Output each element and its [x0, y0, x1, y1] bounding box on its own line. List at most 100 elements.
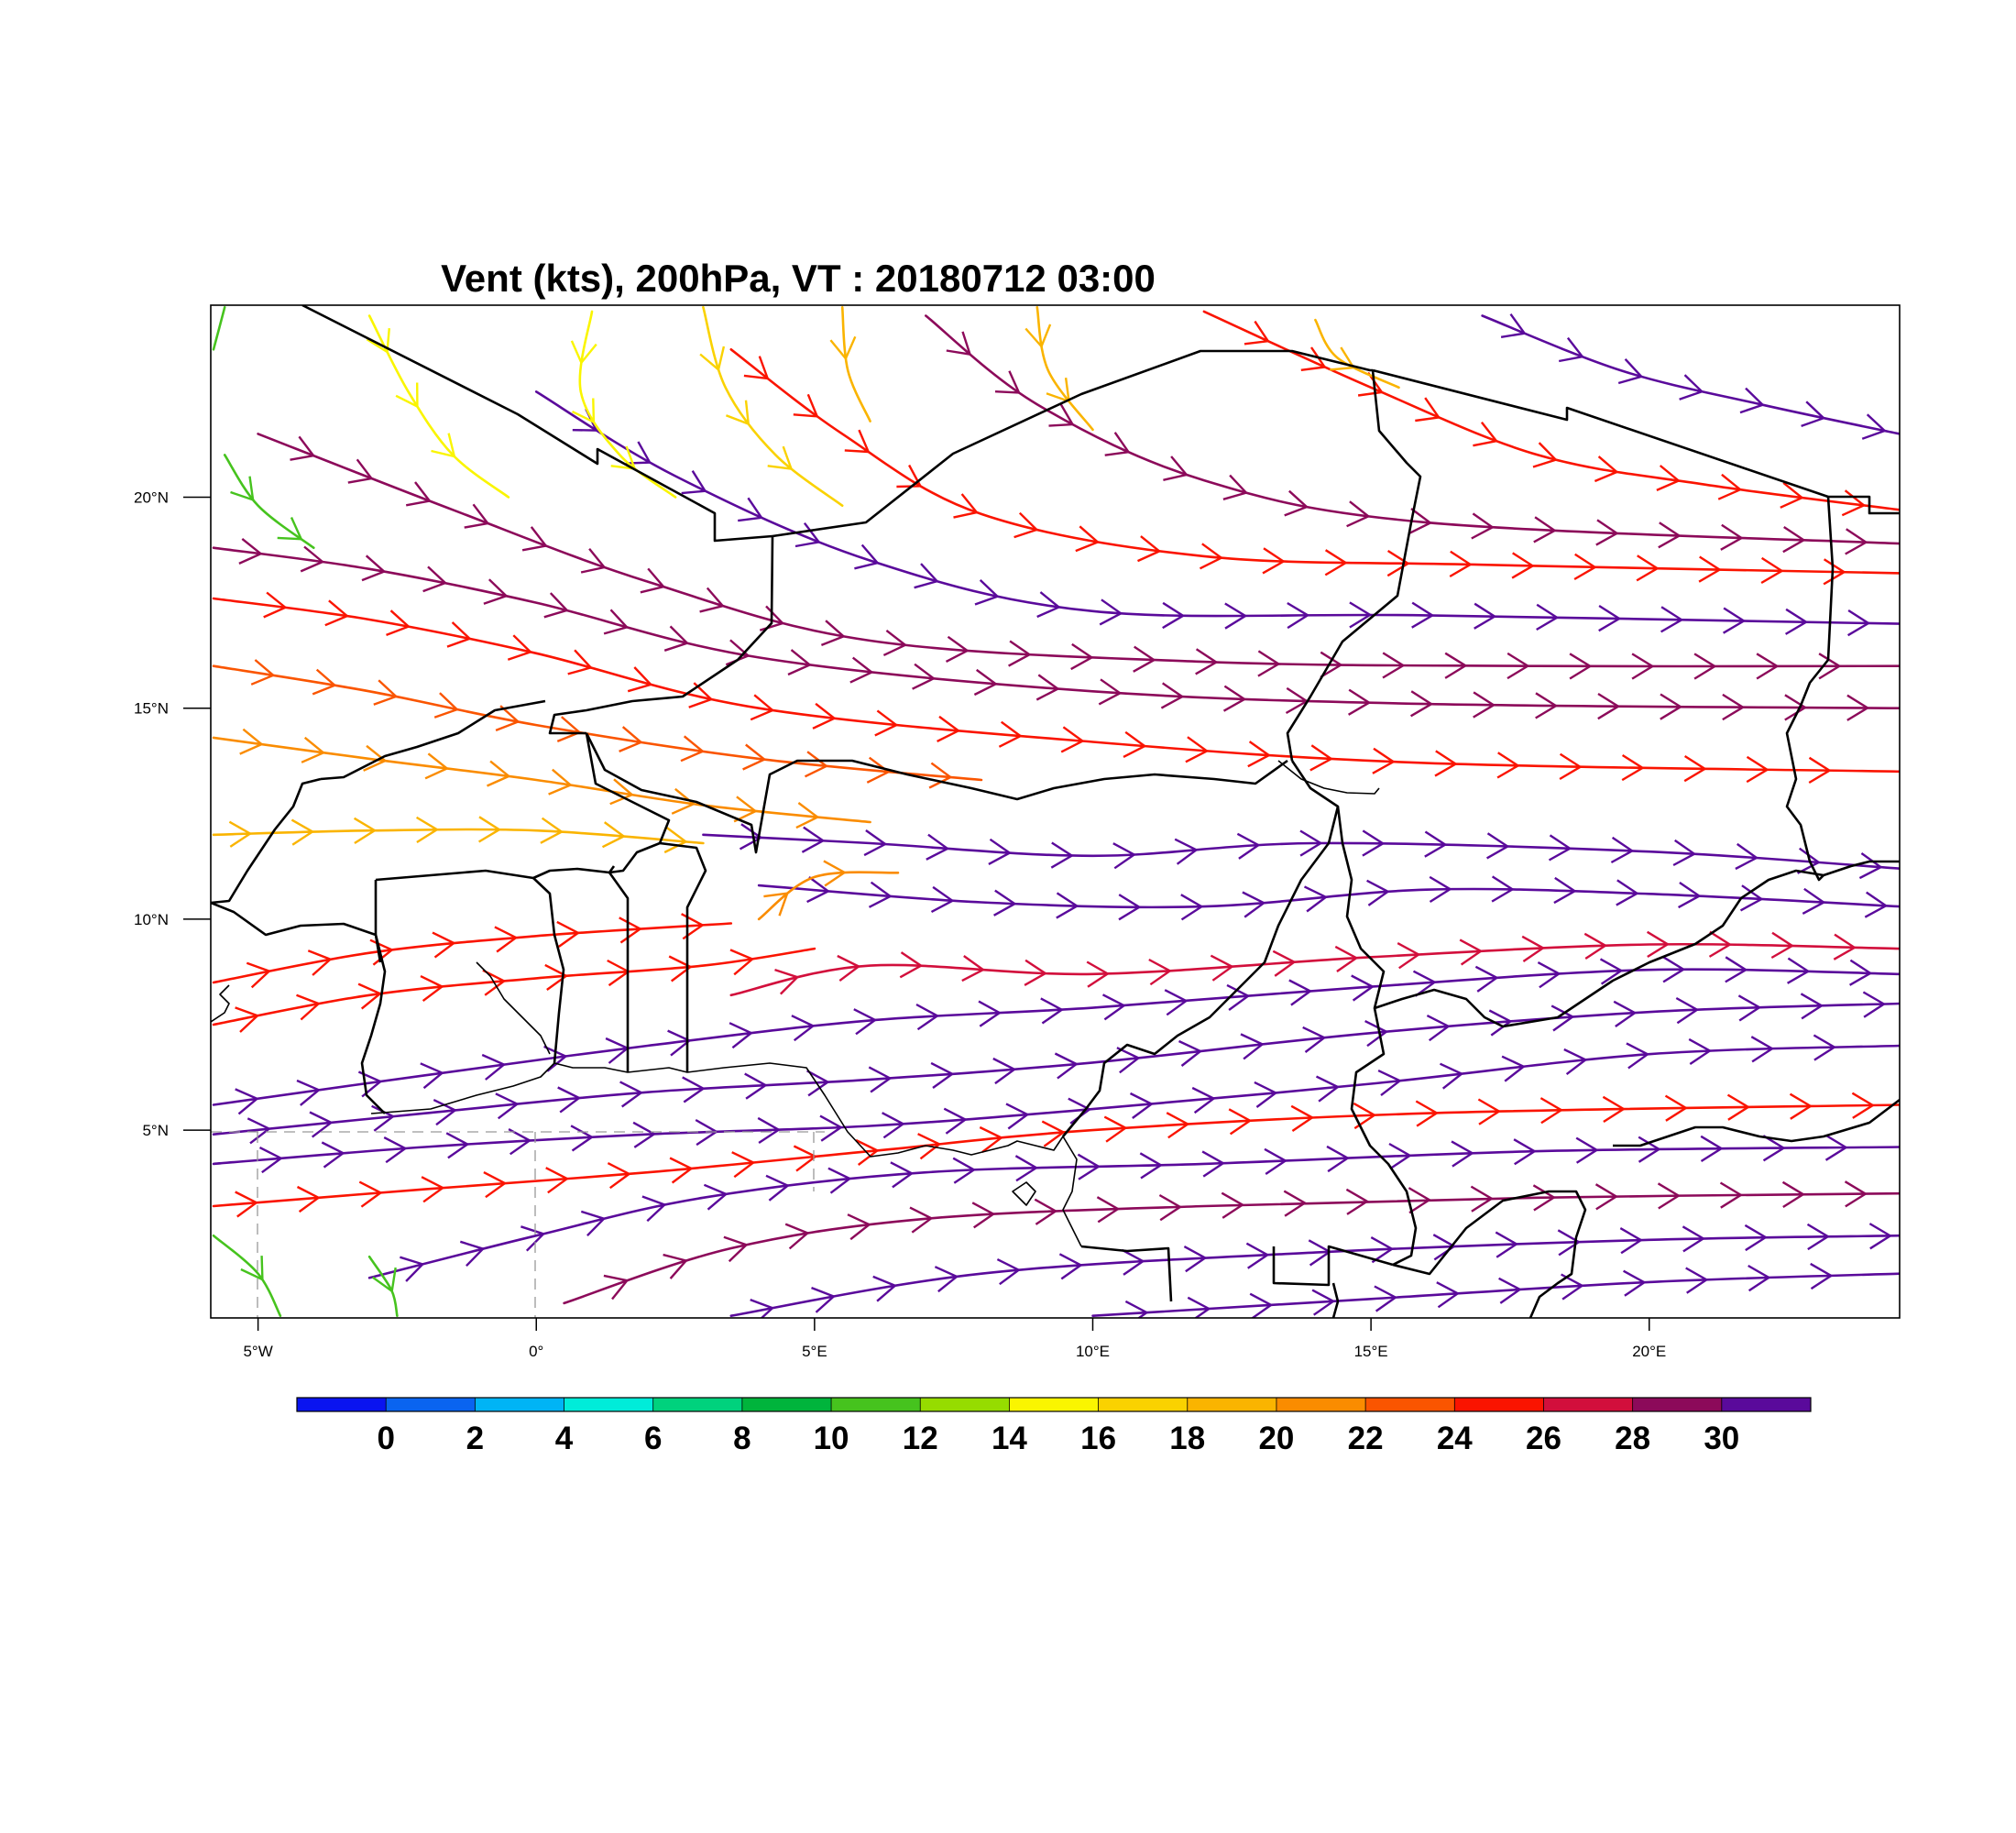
border-algeria-niger	[772, 349, 1373, 538]
streamline-arrowhead	[357, 982, 383, 1010]
streamline-arrowhead	[235, 1006, 260, 1033]
streamline-arrowhead	[1451, 1140, 1474, 1168]
streamline-arrowhead	[1521, 935, 1546, 962]
streamline	[212, 659, 983, 789]
streamline-arrowhead	[688, 682, 714, 708]
streamline-arrowhead	[246, 961, 272, 989]
lon-tick-label: 5°W	[243, 1343, 272, 1360]
streamline	[212, 1234, 282, 1317]
colorbar-label: 0	[377, 1421, 394, 1456]
streamline-arrowhead	[1861, 413, 1887, 440]
map-background	[211, 305, 1900, 1318]
streamline-arrowhead	[1720, 523, 1744, 551]
streamline-arrowhead	[1377, 1070, 1402, 1097]
colorbar-label: 14	[992, 1421, 1027, 1456]
streamline-arrowhead	[820, 620, 846, 647]
colorbar-swatch	[386, 1398, 476, 1411]
colorbar-label: 6	[644, 1421, 662, 1456]
colorbar-label: 4	[555, 1421, 574, 1456]
streamline-arrowhead	[806, 876, 831, 904]
streamline-arrowhead	[420, 975, 444, 1003]
border-cameroon-gabon	[1080, 1245, 1173, 1302]
streamline-arrowhead	[1750, 1036, 1775, 1063]
streamline-arrowhead	[1823, 558, 1846, 586]
streamline-arrowhead	[765, 1174, 790, 1202]
streamline-arrowhead	[1101, 993, 1126, 1021]
streamline-arrowhead	[1224, 602, 1248, 630]
streamline-arrowhead	[1491, 875, 1515, 903]
streamline-arrowhead	[1116, 1047, 1141, 1074]
streamline-arrowhead	[1098, 678, 1123, 706]
streamline-arrowhead	[1598, 604, 1622, 632]
colorbar-swatch	[1098, 1398, 1189, 1411]
grid-lines	[211, 1131, 825, 1318]
streamline-arrowhead	[899, 951, 924, 979]
streamline-arrowhead	[1660, 693, 1683, 720]
streamline-arrowhead	[1631, 653, 1655, 680]
streamline-arrowhead	[793, 393, 819, 418]
streamline-arrowhead	[1415, 397, 1441, 423]
streamline-arrowhead	[1124, 1300, 1149, 1318]
streamline	[367, 1255, 399, 1317]
streamline-arrowhead	[1553, 876, 1577, 905]
streamline-arrowhead	[1041, 1120, 1066, 1147]
streamline-arrowhead	[1780, 481, 1804, 509]
streamline-arrowhead	[1191, 1086, 1216, 1114]
streamline-arrowhead	[671, 787, 696, 815]
streamline-arrowhead	[520, 1225, 546, 1252]
streamline-arrowhead	[1424, 830, 1448, 858]
streamline-arrowhead	[988, 838, 1013, 865]
streamline-path	[367, 1146, 1900, 1279]
streamline-arrowhead	[1324, 549, 1348, 576]
streamline-arrowhead	[767, 445, 794, 471]
streamline-arrowhead	[1199, 543, 1224, 570]
streamline-arrowhead	[353, 817, 378, 845]
streamline-arrowhead	[607, 1162, 631, 1190]
streamline-arrowhead	[973, 668, 998, 697]
streamline-arrowhead	[395, 382, 419, 409]
streamline-arrowhead	[1426, 1015, 1451, 1042]
streamline-arrowhead	[1364, 1020, 1389, 1048]
streamline-arrowhead	[464, 503, 490, 529]
streamline-arrowhead	[1408, 1187, 1432, 1214]
streamline-arrowhead	[1163, 456, 1189, 481]
streamline-arrowhead	[495, 705, 520, 732]
streamline-arrowhead	[521, 526, 548, 552]
streamline-arrowhead	[1112, 842, 1136, 870]
streamline-arrowhead	[823, 860, 847, 887]
streamline-arrowhead	[1845, 528, 1868, 555]
border-algeria-mali	[301, 305, 773, 543]
streamline-arrowhead	[1242, 891, 1266, 918]
map-frame	[210, 304, 1901, 1319]
streamline-arrowhead	[556, 920, 581, 948]
streamline-arrowhead	[1619, 1227, 1644, 1255]
colorbar-swatch	[1009, 1398, 1100, 1411]
streamline-arrowhead	[806, 1070, 830, 1097]
streamline-arrowhead	[890, 1161, 915, 1189]
streamline-arrowhead	[1014, 1155, 1039, 1182]
streamline-arrowhead	[1346, 500, 1371, 528]
streamline-arrowhead	[1599, 958, 1624, 985]
streamline-path	[1035, 306, 1094, 432]
streamline-arrowhead	[1708, 930, 1733, 958]
colorbar-label: 16	[1080, 1421, 1116, 1456]
streamline-arrowhead	[787, 649, 812, 676]
streamline-arrowhead	[1183, 1246, 1208, 1273]
streamline-arrowhead	[619, 1081, 644, 1108]
colorbar-frame	[296, 1397, 1812, 1412]
streamline-arrowhead	[1477, 1098, 1502, 1125]
streamline-arrowhead	[872, 1275, 898, 1302]
streamline-arrowhead	[961, 955, 986, 982]
colorbar-label: 10	[814, 1421, 849, 1456]
streamline-arrowhead	[928, 762, 953, 789]
streamline-arrowhead	[1351, 974, 1375, 1002]
streamline-arrowhead	[1770, 931, 1795, 960]
streamline-arrowhead	[1563, 1048, 1588, 1076]
border-benin-nigeria	[659, 841, 707, 1072]
streamline-arrowhead	[1439, 1062, 1464, 1090]
streamline-arrowhead	[1569, 653, 1593, 680]
streamline-arrowhead	[1849, 959, 1873, 986]
streamline-arrowhead	[312, 668, 337, 696]
streamline-arrowhead	[1495, 1231, 1519, 1258]
border-libya-sudan	[1828, 495, 1900, 515]
